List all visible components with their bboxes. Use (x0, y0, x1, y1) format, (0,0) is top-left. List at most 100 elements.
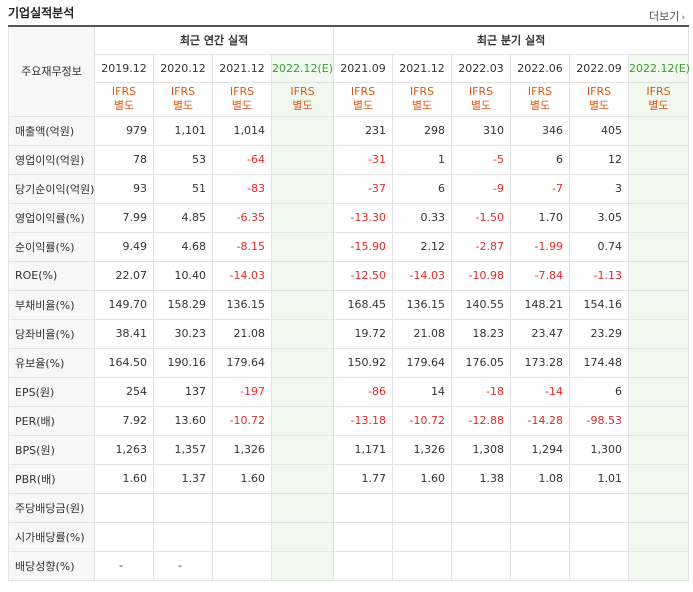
row-label: ROE(%) (8, 260, 95, 291)
table-cell: -31 (333, 144, 394, 175)
table-row: 순이익률(%) 9.49 4.68 -8.15 -15.90 2.12 -2.87 -1.99… (8, 231, 690, 262)
table-cell (270, 115, 335, 146)
table-cell: 53 (153, 144, 213, 175)
table-cell (628, 115, 690, 146)
ifrs-label: IFRS (646, 85, 671, 98)
table-cell: 14 (392, 376, 453, 407)
table-row: 매출액(억원) 979 1,101 1,014 231 298 310 346 405 (8, 115, 690, 146)
table-cell (270, 347, 335, 378)
period-header: 2020.12 (153, 53, 213, 83)
table-cell: -14 (510, 376, 571, 407)
row-label: 영업이익(억원) (8, 144, 95, 175)
more-label: 더보기 (649, 10, 680, 23)
ifrs-label: IFRS (409, 85, 435, 98)
table-cell: 6 (392, 173, 453, 204)
table-cell: 1,171 (333, 434, 394, 465)
table-cell: 179.64 (392, 347, 453, 378)
row-label: 당좌비율(%) (8, 318, 95, 349)
table-cell: -5 (451, 144, 512, 175)
table-cell: -37 (333, 173, 394, 204)
ifrs-badge: IFRS 별도 (569, 81, 630, 117)
table-cell: 6 (510, 144, 571, 175)
table-cell: 1.37 (153, 463, 213, 494)
row-label: 영업이익률(%) (8, 202, 95, 233)
table-cell: 298 (392, 115, 453, 146)
table-cell (628, 144, 690, 175)
table-cell: 1,326 (212, 434, 272, 465)
ifrs-type-label: 별도 (648, 99, 669, 112)
ifrs-type-label: 별도 (172, 99, 194, 112)
table-row: 시가배당률(%) (8, 521, 690, 552)
ifrs-label: IFRS (586, 85, 612, 98)
table-cell (451, 492, 512, 523)
table-cell: 148.21 (510, 289, 571, 320)
table-cell (94, 521, 154, 552)
table-cell: 137 (153, 376, 213, 407)
table-cell (510, 550, 571, 581)
ifrs-badge: IFRS 별도 (333, 81, 394, 117)
table-row: 당좌비율(%) 38.41 30.23 21.08 19.72 21.08 18.23 23.… (8, 318, 690, 349)
corner-header: 주요재무정보 (8, 25, 95, 117)
table-cell: 136.15 (212, 289, 272, 320)
table-cell: -14.03 (392, 260, 453, 291)
table-cell (392, 550, 453, 581)
table-cell: -14.28 (510, 405, 571, 436)
table-cell: -18 (451, 376, 512, 407)
table-cell: -9 (451, 173, 512, 204)
ifrs-label: IFRS (170, 85, 196, 98)
table-cell: -2.87 (451, 231, 512, 262)
section-title: 기업실적분석 (8, 6, 75, 20)
ifrs-badge: IFRS 별도 (270, 81, 335, 117)
ifrs-badge: IFRS 별도 (451, 81, 512, 117)
table-cell (333, 492, 394, 523)
table-cell: 150.92 (333, 347, 394, 378)
table-cell: -12.50 (333, 260, 394, 291)
row-label: EPS(원) (8, 376, 95, 407)
table-cell: 19.72 (333, 318, 394, 349)
ifrs-label: IFRS (468, 85, 494, 98)
table-cell: -13.18 (333, 405, 394, 436)
table-cell (392, 492, 453, 523)
table-cell (270, 434, 335, 465)
table-row: 부채비율(%) 149.70 158.29 136.15 168.45 136.15 140… (8, 289, 690, 320)
table-cell (270, 492, 335, 523)
table-cell: -98.53 (569, 405, 630, 436)
table-cell: 12 (569, 144, 630, 175)
table-row: 배당성향(%) - - (8, 550, 690, 581)
ifrs-type-label: 별도 (470, 99, 492, 112)
table-row: PBR(배) 1.60 1.37 1.60 1.77 1.60 1.38 1.08 1.01 (8, 463, 690, 494)
table-cell (628, 550, 690, 581)
table-cell: 149.70 (94, 289, 154, 320)
table-cell: -10.72 (392, 405, 453, 436)
period-header: 2022.09 (569, 53, 630, 83)
table-cell: 23.29 (569, 318, 630, 349)
table-cell: 1.38 (451, 463, 512, 494)
table-cell (270, 405, 335, 436)
row-label: 당기순이익(억원) (8, 173, 95, 204)
ifrs-type-label: 별도 (292, 99, 313, 112)
table-cell: -83 (212, 173, 272, 204)
table-cell: 93 (94, 173, 154, 204)
table-cell (628, 521, 690, 552)
row-label: PBR(배) (8, 463, 95, 494)
ifrs-label: IFRS (229, 85, 255, 98)
table-cell: -197 (212, 376, 272, 407)
table-cell: 0.33 (392, 202, 453, 233)
table-cell: 168.45 (333, 289, 394, 320)
table-cell: 173.28 (510, 347, 571, 378)
table-cell: 13.60 (153, 405, 213, 436)
table-row: 유보율(%) 164.50 190.16 179.64 150.92 179.64 176.… (8, 347, 690, 378)
table-cell (153, 492, 213, 523)
table-cell: 10.40 (153, 260, 213, 291)
table-cell: 6 (569, 376, 630, 407)
table-cell (451, 521, 512, 552)
ifrs-badge: IFRS 별도 (510, 81, 571, 117)
more-link[interactable]: 더보기 › (649, 8, 685, 24)
table-cell: 310 (451, 115, 512, 146)
table-cell (270, 463, 335, 494)
table-cell: 21.08 (392, 318, 453, 349)
table-cell: 190.16 (153, 347, 213, 378)
table-cell (392, 521, 453, 552)
table-cell (569, 492, 630, 523)
table-cell: -10.98 (451, 260, 512, 291)
